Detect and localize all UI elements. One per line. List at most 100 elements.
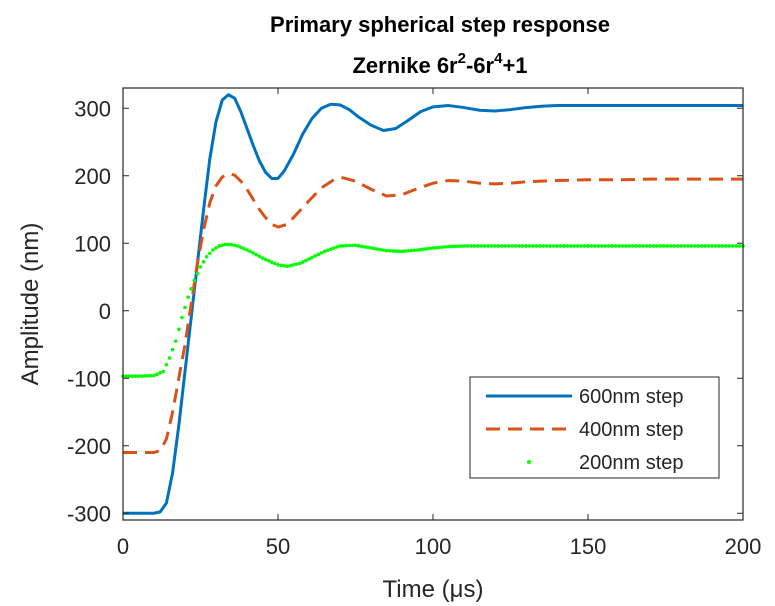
series-point-200nm-step — [183, 305, 187, 310]
series-point-200nm-step — [644, 244, 649, 248]
series-point-200nm-step — [251, 251, 255, 255]
series-point-200nm-step — [482, 244, 487, 248]
series-point-200nm-step — [696, 244, 701, 248]
series-point-200nm-step — [325, 248, 330, 253]
series-point-200nm-step — [562, 244, 566, 248]
series-point-200nm-step — [276, 263, 280, 267]
series-point-200nm-step — [675, 244, 680, 248]
series-point-200nm-step — [282, 263, 287, 268]
series-point-200nm-step — [665, 244, 670, 248]
series-point-200nm-step — [537, 244, 542, 248]
series-point-200nm-step — [668, 244, 673, 248]
series-point-200nm-step — [338, 244, 342, 248]
legend-items: 600nm step 400nm step 200nm step — [486, 386, 684, 474]
series-point-200nm-step — [630, 244, 635, 248]
series-point-200nm-step — [613, 244, 618, 248]
series-point-200nm-step — [266, 259, 271, 263]
series-point-200nm-step — [717, 244, 721, 248]
series-point-200nm-step — [390, 249, 395, 253]
plot-area — [121, 93, 745, 515]
series-point-200nm-step — [730, 244, 735, 248]
legend-label-400nm-step: 400nm step — [579, 419, 684, 441]
series-point-200nm-step — [510, 244, 515, 248]
series-point-200nm-step — [431, 246, 435, 250]
series-point-200nm-step — [158, 371, 162, 375]
y-tick-label: 300 — [74, 96, 111, 121]
x-axis-label: Time (μs) — [383, 576, 484, 603]
series-point-200nm-step — [332, 246, 336, 250]
series-point-200nm-step — [699, 244, 704, 248]
series-point-200nm-step — [706, 244, 711, 248]
subtitle-middle: -6r — [466, 53, 495, 78]
series-point-200nm-step — [133, 374, 138, 379]
series-point-200nm-step — [294, 262, 299, 266]
series-point-200nm-step — [627, 244, 632, 248]
legend-label-600nm-step: 600nm step — [579, 386, 684, 408]
series-point-200nm-step — [204, 254, 209, 259]
series-point-200nm-step — [421, 247, 426, 251]
series-point-200nm-step — [273, 261, 277, 266]
series-point-200nm-step — [527, 244, 532, 248]
series-point-200nm-step — [127, 374, 131, 379]
series-point-200nm-step — [242, 246, 246, 251]
series-point-200nm-step — [465, 244, 470, 248]
series-point-200nm-step — [220, 243, 224, 248]
series-point-200nm-step — [235, 244, 240, 248]
series-point-200nm-step — [304, 258, 308, 263]
series-point-200nm-step — [428, 246, 432, 251]
series-point-200nm-step — [579, 244, 583, 248]
series-point-200nm-step — [610, 244, 614, 248]
series-point-200nm-step — [211, 248, 215, 252]
series-point-200nm-step — [606, 244, 611, 248]
series-point-200nm-step — [565, 244, 570, 248]
legend-marker-200nm-step — [527, 460, 531, 464]
series-point-200nm-step — [319, 251, 324, 255]
y-tick-label: -100 — [67, 366, 111, 391]
series-point-200nm-step — [397, 249, 401, 254]
legend-label-200nm-step: 200nm step — [579, 452, 684, 474]
series-point-200nm-step — [288, 263, 293, 268]
series-point-200nm-step — [359, 244, 364, 249]
chart-subtitle: Zernike 6r2-6r4+1 — [352, 50, 527, 78]
series-point-200nm-step — [651, 244, 656, 248]
series-point-200nm-step — [462, 244, 466, 248]
series-point-200nm-step — [173, 339, 178, 343]
series-point-200nm-step — [189, 287, 193, 291]
x-tick-label: 50 — [266, 534, 290, 559]
series-point-200nm-step — [637, 244, 642, 248]
series-point-200nm-step — [446, 244, 451, 249]
series-point-200nm-step — [350, 243, 355, 248]
y-tick-label: -300 — [67, 501, 111, 526]
series-point-200nm-step — [149, 373, 153, 378]
series-point-200nm-step — [727, 244, 732, 248]
series-point-200nm-step — [734, 244, 738, 248]
series-point-200nm-step — [486, 244, 490, 248]
series-point-200nm-step — [347, 243, 352, 248]
series-point-200nm-step — [403, 249, 407, 253]
series-point-200nm-step — [328, 247, 333, 251]
series-point-200nm-step — [459, 244, 463, 248]
x-tick-label: 0 — [117, 534, 129, 559]
series-point-200nm-step — [378, 247, 383, 252]
series-point-200nm-step — [301, 260, 305, 264]
series-point-200nm-step — [475, 244, 480, 248]
y-tick-label: 100 — [74, 231, 111, 256]
series-point-200nm-step — [363, 245, 367, 249]
series-point-200nm-step — [130, 374, 135, 379]
series-point-200nm-step — [381, 248, 386, 252]
series-point-200nm-step — [531, 244, 535, 248]
series-point-200nm-step — [384, 248, 389, 253]
series-point-200nm-step — [661, 244, 666, 248]
series-point-200nm-step — [658, 244, 663, 248]
subtitle-prefix: Zernike 6r — [352, 53, 458, 78]
series-point-200nm-step — [344, 243, 349, 248]
series-point-200nm-step — [723, 244, 728, 248]
series-point-200nm-step — [400, 249, 404, 254]
series-point-200nm-step — [353, 243, 358, 248]
series-point-200nm-step — [369, 246, 373, 250]
series-point-200nm-step — [655, 244, 659, 248]
chart-title: Primary spherical step response — [270, 12, 610, 37]
series-point-200nm-step — [686, 244, 690, 248]
series-point-200nm-step — [139, 374, 144, 378]
